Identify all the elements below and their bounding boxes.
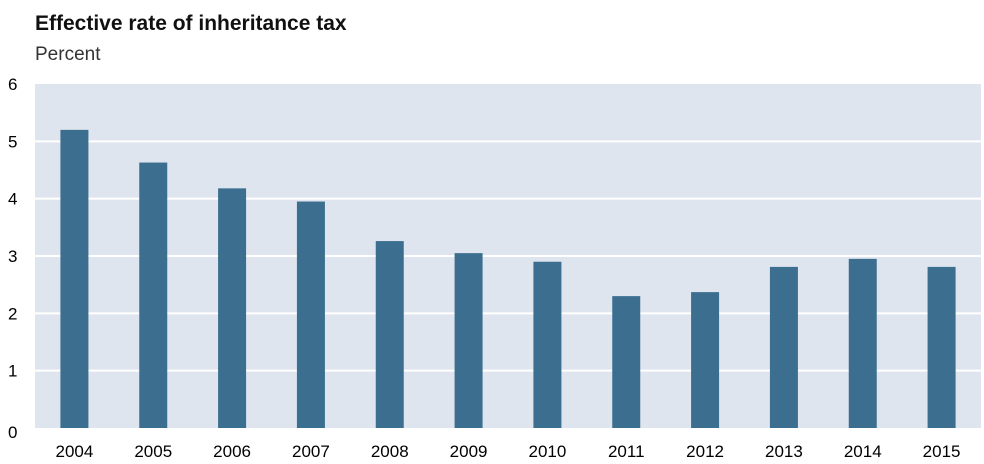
bar-2010 [533, 261, 562, 428]
bar-2015 [927, 266, 956, 428]
chart-subtitle: Percent [35, 44, 101, 65]
chart-title: Effective rate of inheritance tax [35, 12, 347, 35]
bar-2005 [139, 162, 168, 428]
x-tick-label: 2008 [371, 442, 409, 461]
x-tick-label: 2004 [56, 442, 94, 461]
bar-2011 [612, 296, 641, 428]
x-axis-ticks: 2004 2005 2006 2007 2008 2009 2010 2011 2012 2013… [56, 442, 961, 461]
x-tick-label: 2012 [686, 442, 724, 461]
bars [60, 129, 956, 428]
bar-2008 [375, 241, 404, 428]
y-tick-label: 3 [8, 247, 17, 266]
bar-2012 [691, 292, 720, 428]
bar-2013 [769, 266, 798, 428]
x-tick-label: 2011 [608, 442, 645, 461]
x-tick-label: 2014 [844, 442, 882, 461]
x-tick-label: 2006 [213, 442, 251, 461]
grid-lines [35, 140, 981, 372]
y-tick-label: 6 [8, 75, 17, 94]
bar-2007 [296, 201, 325, 428]
bar-2006 [218, 188, 247, 428]
x-tick-label: 2010 [529, 442, 567, 461]
y-tick-label: 4 [8, 190, 17, 209]
x-tick-label: 2013 [765, 442, 803, 461]
y-tick-label: 1 [8, 362, 17, 381]
x-tick-label: 2007 [292, 442, 330, 461]
y-tick-label: 0 [8, 423, 17, 442]
x-tick-label: 2015 [923, 442, 961, 461]
bar-2009 [454, 253, 483, 428]
y-tick-label: 5 [8, 132, 17, 151]
y-axis-ticks: 0 1 2 3 4 5 6 [8, 75, 17, 442]
y-tick-label: 2 [8, 304, 17, 323]
bar-2004 [60, 129, 89, 428]
x-tick-label: 2005 [134, 442, 172, 461]
x-tick-label: 2009 [450, 442, 488, 461]
bar-2014 [848, 258, 877, 428]
